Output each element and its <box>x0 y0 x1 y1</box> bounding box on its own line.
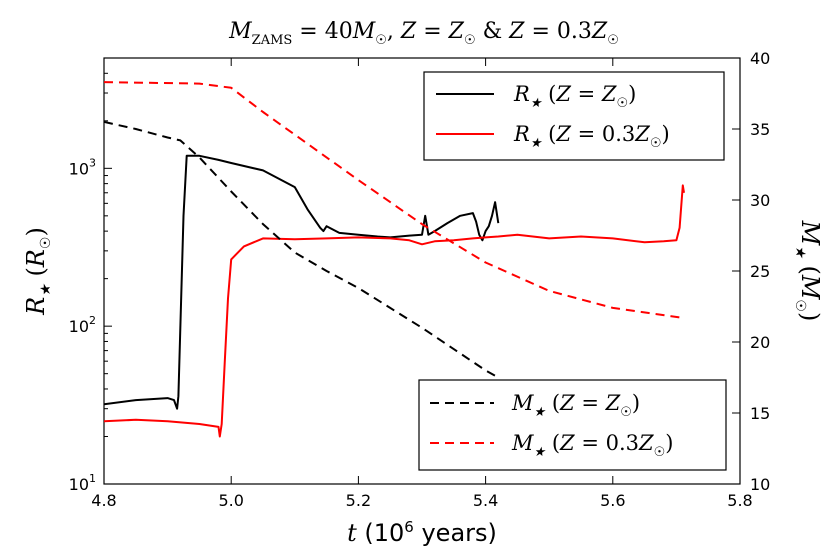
tick-layer: 4.8 5.0 5.2 5.4 5.6 5.8 101 102 103 10 15 20 25 30 35 4… <box>69 49 771 510</box>
series-line-1 <box>104 154 500 410</box>
y-right-tick-label: 10 <box>750 475 770 494</box>
y-right-tick-label: 35 <box>750 120 770 139</box>
x-tick-label: 5.6 <box>600 491 625 510</box>
series-layer <box>104 81 685 438</box>
legend-lower-entry-red: M★ (Z = 0.3Z☉) <box>511 431 673 460</box>
series-line-3 <box>104 120 499 379</box>
series-line-4 <box>104 81 683 319</box>
legend-upper-box <box>423 71 725 161</box>
x-tick-label: 4.8 <box>91 491 116 510</box>
x-tick-label: 5.4 <box>473 491 498 510</box>
y-right-tick-label: 25 <box>750 262 770 281</box>
y-right-tick-label: 40 <box>750 49 770 68</box>
y-right-axis-label: M★ (M☉) <box>792 220 824 322</box>
legend-upper-entry-black: R★ (Z = Z☉) <box>513 82 636 111</box>
legend-upper: R★ (Z = Z☉) R★ (Z = 0.3Z☉) <box>423 71 725 161</box>
chart-title: MZAMS = 40M☉, Z = Z☉ & Z = 0.3Z☉ <box>228 19 619 48</box>
y-right-tick-label: 30 <box>750 191 770 210</box>
series-line-2 <box>104 184 685 438</box>
x-tick-label: 5.8 <box>727 491 752 510</box>
y-right-tick-label: 20 <box>750 333 770 352</box>
legend-upper-entry-red: R★ (Z = 0.3Z☉) <box>513 122 670 151</box>
y-left-axis-label: R★ (R☉) <box>22 227 54 316</box>
x-tick-label: 5.0 <box>218 491 243 510</box>
legend-lower-box <box>418 379 727 471</box>
y-right-tick-label: 15 <box>750 404 770 423</box>
y-left-tick-label: 103 <box>69 156 96 178</box>
legend-lower: M★ (Z = Z☉) M★ (Z = 0.3Z☉) <box>418 379 727 471</box>
y-left-tick-label: 101 <box>69 472 96 494</box>
y-left-tick-label: 102 <box>69 314 96 336</box>
legend-lower-entry-black: M★ (Z = Z☉) <box>511 391 640 420</box>
x-tick-label: 5.2 <box>346 491 371 510</box>
x-axis-label: t (106 years) <box>347 518 497 547</box>
